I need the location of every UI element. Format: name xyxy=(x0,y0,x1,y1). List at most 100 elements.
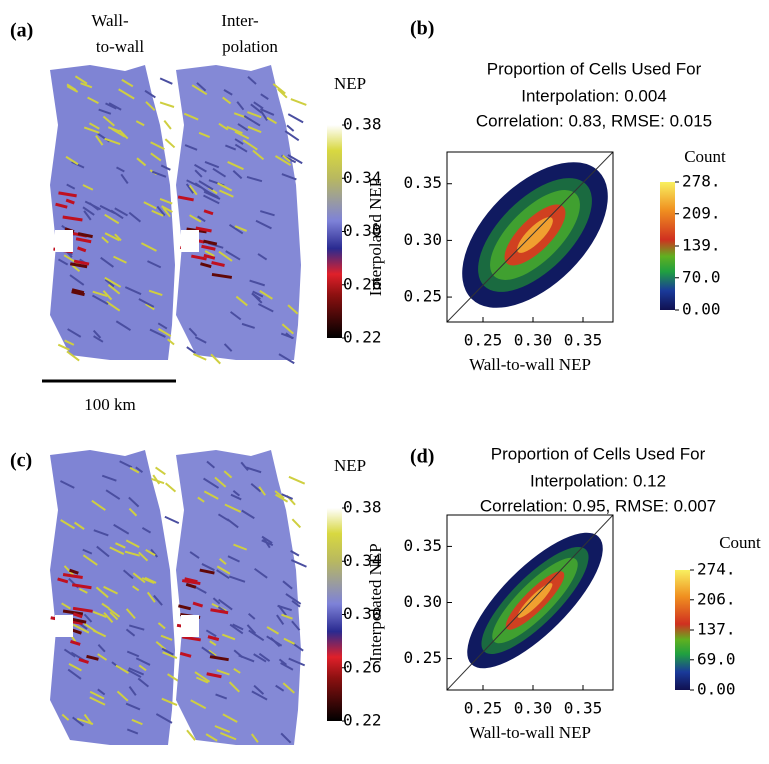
map-texture xyxy=(125,608,136,620)
map-texture xyxy=(61,602,71,610)
map-texture xyxy=(66,183,76,190)
panel-label: (a) xyxy=(10,20,33,42)
map-texture xyxy=(62,609,84,616)
y-axis-label: Interpolated NEP xyxy=(366,178,385,297)
plot-title: Proportion of Cells Used For xyxy=(491,444,706,463)
map-texture xyxy=(253,684,265,695)
map-texture xyxy=(95,135,104,146)
map-texture xyxy=(97,644,106,653)
map-texture xyxy=(102,115,115,127)
map-texture xyxy=(203,253,216,260)
map-texture xyxy=(241,322,255,329)
map-texture xyxy=(190,699,207,710)
map-texture xyxy=(57,577,69,584)
map-gap xyxy=(55,230,73,252)
colorbar-tick-label: 0.00 xyxy=(697,680,736,699)
map-texture xyxy=(141,527,152,534)
map-texture xyxy=(287,154,303,165)
colorbar-tick-label: 0.38 xyxy=(343,498,382,517)
map-texture xyxy=(266,626,280,635)
colorbar-tick-label: 0.22 xyxy=(343,711,382,730)
colorbar-tick-label: 0.38 xyxy=(343,115,382,134)
map-texture xyxy=(114,207,129,217)
map-texture xyxy=(287,113,304,124)
map-texture xyxy=(71,264,81,273)
map-texture xyxy=(283,637,295,645)
map-texture xyxy=(164,138,176,149)
map-texture xyxy=(103,612,114,623)
map-texture xyxy=(72,628,82,635)
map-texture xyxy=(217,182,233,192)
plot-title: Interpolation: 0.12 xyxy=(530,471,666,490)
map-texture xyxy=(80,82,93,89)
map-texture xyxy=(201,244,216,251)
map-texture xyxy=(248,612,256,620)
map-texture xyxy=(67,328,82,338)
map-texture xyxy=(165,482,177,493)
map-texture xyxy=(148,289,163,297)
map-texture xyxy=(291,620,301,631)
map-texture xyxy=(216,569,230,580)
map-texture xyxy=(252,290,264,298)
map-texture xyxy=(66,350,80,362)
map-texture xyxy=(274,155,292,166)
map-texture xyxy=(116,690,129,702)
map-texture xyxy=(286,124,295,132)
map-texture xyxy=(104,276,122,288)
map-texture xyxy=(230,493,242,501)
map-texture xyxy=(220,732,237,741)
map-texture xyxy=(150,548,159,558)
map-texture xyxy=(145,549,156,557)
map-texture xyxy=(75,237,92,244)
map-texture xyxy=(115,320,132,332)
y-tick-label: 0.25 xyxy=(403,648,442,667)
map-texture xyxy=(121,78,134,88)
colorbar-tick-label: 0.34 xyxy=(343,168,382,187)
y-tick-label: 0.30 xyxy=(403,592,442,611)
map-texture xyxy=(104,278,115,288)
map-texture xyxy=(270,637,281,648)
map-texture xyxy=(71,288,85,295)
map-texture xyxy=(102,290,113,301)
map-texture xyxy=(214,476,227,488)
map-texture xyxy=(147,260,162,269)
map-texture xyxy=(215,693,228,700)
map-column-title: Wall- xyxy=(91,11,129,30)
map-texture xyxy=(250,482,262,493)
map-texture xyxy=(143,201,157,210)
map-texture xyxy=(195,226,212,233)
map-texture xyxy=(131,718,143,726)
map-texture xyxy=(221,633,236,641)
plot-title: Proportion of Cells Used For xyxy=(487,59,702,78)
map-texture xyxy=(287,304,299,315)
map-texture xyxy=(251,292,263,304)
map-texture xyxy=(128,624,145,631)
map-texture xyxy=(63,565,75,577)
map-texture xyxy=(125,628,136,637)
map-texture xyxy=(71,160,85,169)
map-texture xyxy=(83,126,100,134)
map-texture xyxy=(200,262,212,269)
map-texture xyxy=(228,681,240,693)
map-texture xyxy=(64,339,75,346)
x-tick-label: 0.25 xyxy=(464,331,503,350)
map-texture xyxy=(246,624,257,635)
map-texture xyxy=(207,635,220,642)
map-texture xyxy=(111,127,126,138)
map-texture xyxy=(125,702,141,711)
map-texture xyxy=(145,101,156,112)
map-texture xyxy=(248,629,265,642)
map-texture xyxy=(62,573,83,580)
map-texture xyxy=(125,539,140,549)
map-texture xyxy=(164,515,180,525)
map-texture xyxy=(163,120,172,130)
map-texture xyxy=(203,194,220,205)
map-texture xyxy=(157,622,166,630)
map-texture xyxy=(242,139,258,151)
colorbar-tick-label: 0.30 xyxy=(343,221,382,240)
map-texture xyxy=(105,489,121,500)
map-texture xyxy=(67,668,82,680)
map-texture xyxy=(138,551,149,562)
map-texture xyxy=(255,219,272,230)
